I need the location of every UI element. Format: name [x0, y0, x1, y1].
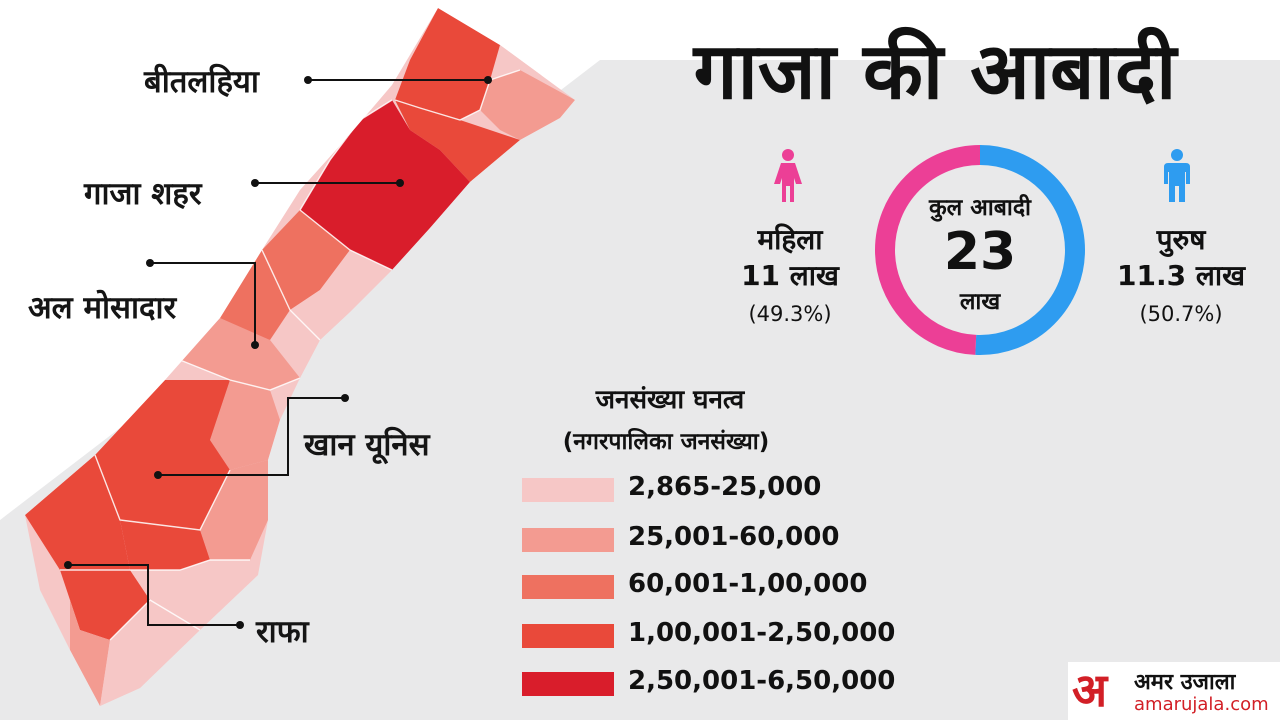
legend-title: जनसंख्या घनत्व [595, 385, 745, 415]
region-label-rafah: राफा [256, 614, 309, 650]
donut-female-segment [875, 145, 1085, 355]
female-label: महिला [757, 223, 823, 256]
female-person-icon [774, 149, 802, 202]
page-title: गाजा की आबादी [693, 27, 1177, 117]
legend-label: 2,50,001-6,50,000 [628, 666, 896, 696]
male-label: पुरुष [1156, 223, 1206, 256]
male-value: 11.3 लाख [1117, 259, 1245, 292]
region-label-khan-younis: खान यूनिस [304, 427, 430, 463]
region-label-al-mosadar: अल मोसादार [28, 290, 177, 326]
female-percent: (49.3%) [748, 302, 832, 326]
logo-url: amarujala.com [1134, 694, 1269, 715]
donut-center: कुल आबादी 23 लाख [880, 150, 1080, 350]
legend-subtitle: (नगरपालिका जनसंख्या) [562, 429, 770, 455]
male-person-icon [1164, 149, 1190, 202]
legend-swatch [522, 672, 614, 696]
total-unit: लाख [959, 289, 1001, 315]
legend-swatch [522, 575, 614, 599]
total-value: 23 [943, 222, 1017, 282]
gaza-map [0, 0, 620, 720]
region-label-beit-lahia: बीतलहिया [144, 64, 259, 100]
female-value: 11 लाख [741, 259, 839, 292]
legend-swatch [522, 528, 614, 552]
total-label: कुल आबादी [928, 195, 1032, 221]
logo-name: अमर उजाला [1134, 670, 1236, 695]
legend-label: 25,001-60,000 [628, 522, 840, 552]
male-percent: (50.7%) [1139, 302, 1223, 326]
region-label-gaza-city: गाजा शहर [84, 176, 202, 212]
legend-label: 2,865-25,000 [628, 472, 822, 502]
legend-swatch [522, 624, 614, 648]
population-donut [875, 145, 1085, 355]
amar-ujala-logo: अ अमर उजाला amarujala.com [1068, 662, 1280, 720]
male-stat: पुरुष 11.3 लाख (50.7%) [1106, 222, 1256, 330]
female-stat: महिला 11 लाख (49.3%) [720, 222, 860, 330]
legend-label: 60,001-1,00,000 [628, 569, 868, 599]
legend-label: 1,00,001-2,50,000 [628, 618, 896, 648]
logo-mark: अ [1072, 663, 1108, 717]
legend-swatch [522, 478, 614, 502]
leader-lines [68, 79, 488, 626]
